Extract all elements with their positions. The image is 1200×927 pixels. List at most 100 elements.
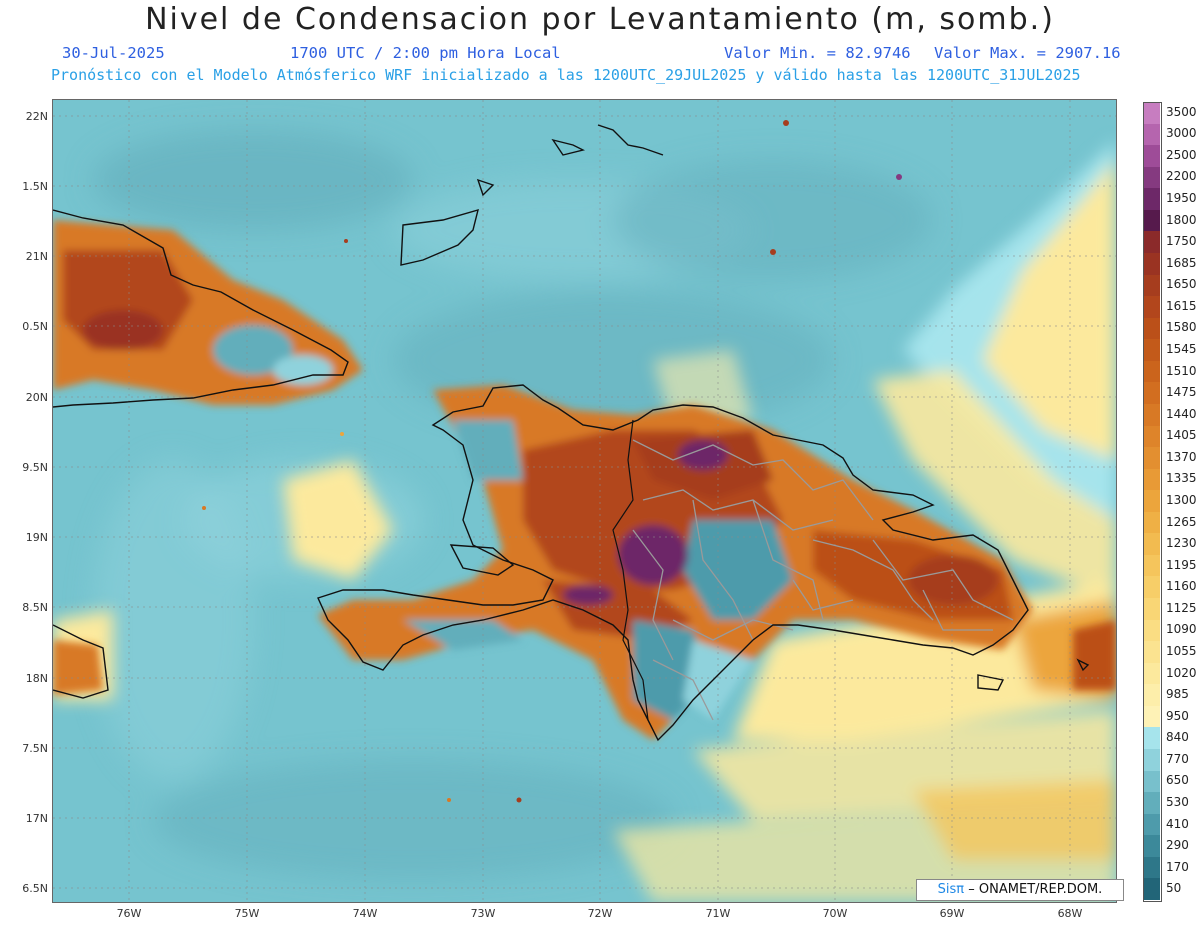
colorbar-label: 1750 — [1166, 234, 1197, 249]
lat-label: 20N — [25, 391, 48, 404]
colorbar-label: 1615 — [1166, 298, 1197, 313]
colorbar-swatch — [1144, 705, 1160, 728]
colorbar-label: 1685 — [1166, 255, 1197, 270]
colorbar-swatch — [1144, 382, 1160, 405]
forecast-date: 30-Jul-2025 — [62, 44, 165, 62]
colorbar-swatch — [1144, 619, 1160, 642]
credit-text: – ONAMET/REP.DOM. — [968, 882, 1103, 897]
lat-label: 6.5N — [22, 882, 48, 895]
colorbar-label: 170 — [1166, 859, 1189, 874]
cuba-field — [53, 220, 363, 405]
max-value: Valor Max. = 2907.16 — [934, 44, 1121, 62]
colorbar-label: 1055 — [1166, 643, 1197, 658]
colorbar-swatch — [1144, 490, 1160, 513]
map-frame — [52, 99, 1117, 903]
min-value: Valor Min. = 82.9746 — [724, 44, 911, 62]
map-svg — [53, 100, 1116, 902]
colorbar-swatch — [1144, 209, 1160, 232]
colorbar-label: 1335 — [1166, 471, 1197, 486]
lon-label: 72W — [587, 907, 613, 920]
colorbar-swatch — [1144, 554, 1160, 577]
pr-field — [53, 620, 1116, 695]
lon-label: 76W — [116, 907, 142, 920]
colorbar-swatch — [1144, 403, 1160, 426]
colorbar-label: 410 — [1166, 816, 1189, 831]
ocean-texture — [93, 130, 933, 880]
colorbar-swatch — [1144, 123, 1160, 146]
colorbar-label: 1090 — [1166, 622, 1197, 637]
colorbar-label: 1160 — [1166, 579, 1197, 594]
colorbar-label: 1475 — [1166, 385, 1197, 400]
colorbar-label: 1265 — [1166, 514, 1197, 529]
colorbar-swatch — [1144, 511, 1160, 534]
colorbar-swatch — [1144, 684, 1160, 707]
colorbar-label: 1545 — [1166, 342, 1197, 357]
province-boundaries — [632, 439, 1014, 721]
lon-label: 71W — [705, 907, 731, 920]
lon-label: 73W — [470, 907, 496, 920]
lat-label: 1.5N — [22, 180, 48, 193]
colorbar-swatch — [1144, 102, 1160, 125]
colorbar-swatch — [1144, 835, 1160, 858]
colorbar-label: 1195 — [1166, 557, 1197, 572]
colorbar-swatch — [1144, 145, 1160, 168]
lat-label: 7.5N — [22, 742, 48, 755]
map-title: Nivel de Condensacion por Levantamiento … — [145, 2, 1055, 37]
lat-label: 9.5N — [22, 461, 48, 474]
map-panel — [53, 100, 1116, 902]
lat-label: 17N — [25, 812, 48, 825]
lon-label: 69W — [939, 907, 965, 920]
colorbar-label: 530 — [1166, 794, 1189, 809]
colorbar-swatch — [1144, 166, 1160, 189]
forecast-time: 1700 UTC / 2:00 pm Hora Local — [290, 44, 561, 62]
colorbar-swatch — [1144, 878, 1160, 901]
colorbar-label: 1510 — [1166, 363, 1197, 378]
colorbar-swatch — [1144, 188, 1160, 211]
colorbar-label: 50 — [1166, 881, 1182, 896]
colorbar-label: 290 — [1166, 838, 1189, 853]
colorbar-swatch — [1144, 662, 1160, 685]
colorbar-swatch — [1144, 856, 1160, 879]
colorbar-swatch — [1144, 533, 1160, 556]
colorbar-label: 3000 — [1166, 126, 1197, 141]
colorbar-swatch — [1144, 468, 1160, 491]
lat-label: 18N — [25, 672, 48, 685]
colorbar-swatch — [1144, 447, 1160, 470]
colorbar-label: 840 — [1166, 730, 1189, 745]
islet-hotspots — [202, 120, 902, 803]
colorbar-swatch — [1144, 425, 1160, 448]
colorbar-label: 650 — [1166, 773, 1189, 788]
colorbar-swatch — [1144, 576, 1160, 599]
colorbar-label: 1580 — [1166, 320, 1197, 335]
colorbar-swatch — [1144, 317, 1160, 340]
colorbar-label: 2200 — [1166, 169, 1197, 184]
colorbar-label: 1405 — [1166, 428, 1197, 443]
colorbar-label: 1800 — [1166, 212, 1197, 227]
grid-lines — [53, 100, 1116, 902]
colorbar-swatch — [1144, 360, 1160, 383]
coastlines — [53, 124, 1090, 742]
warm-bands — [53, 140, 1116, 902]
lon-label: 74W — [352, 907, 378, 920]
colorbar-swatch — [1144, 727, 1160, 750]
colorbar-label: 1300 — [1166, 493, 1197, 507]
colorbar-swatch — [1144, 749, 1160, 772]
lat-label: 21N — [25, 250, 48, 263]
colorbar-swatch — [1144, 252, 1160, 276]
colorbar-label: 1230 — [1166, 536, 1197, 551]
colorbar-label: 1370 — [1166, 449, 1197, 464]
haiti-dr-border — [612, 419, 649, 721]
colorbar-swatch — [1144, 339, 1160, 362]
lon-label: 70W — [822, 907, 848, 920]
model-info: Pronóstico con el Modelo Atmósferico WRF… — [51, 66, 1081, 84]
colorbar-swatch — [1144, 641, 1160, 664]
colorbar-label: 950 — [1166, 708, 1189, 723]
colorbar-frame — [1143, 102, 1162, 902]
colorbar-swatch — [1144, 792, 1160, 815]
lon-label: 75W — [234, 907, 260, 920]
colorbar-label: 1440 — [1166, 406, 1197, 421]
colorbar-label: 770 — [1166, 751, 1189, 766]
colorbar-label: 1650 — [1166, 277, 1197, 292]
colorbar-label: 1950 — [1166, 191, 1197, 206]
colorbar-swatch — [1144, 813, 1160, 836]
